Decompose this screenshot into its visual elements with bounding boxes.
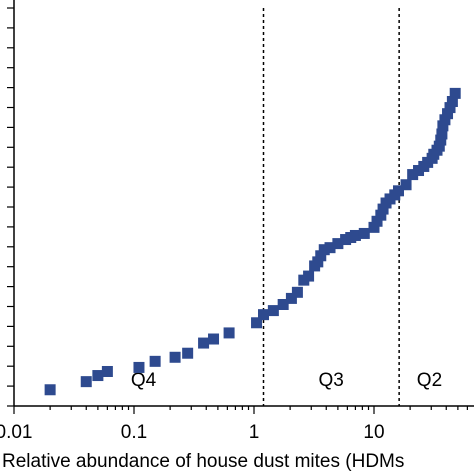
x-tick-label: 0.01 [0,422,32,443]
data-point [198,337,210,349]
x-tick-label: 1 [249,422,260,443]
data-point [375,209,387,221]
data-point [169,351,181,363]
data-point [442,108,454,120]
data-point [303,270,315,282]
data-point [133,361,145,373]
quartile-label: Q2 [417,370,442,391]
data-point [436,128,448,140]
data-point [437,120,449,132]
data-point [449,87,461,99]
data-point [149,355,161,367]
quartile-label: Q4 [131,370,157,391]
data-point [285,292,297,304]
data-point [223,327,235,339]
data-point [392,185,404,197]
x-axis-ticks: 0.01 0.1 1 10 [0,406,468,443]
data-point [358,227,370,239]
data-point [92,370,104,382]
data-point [312,256,324,268]
data-point [324,242,336,254]
data-point [446,96,458,107]
quartile-divider-lines [262,8,400,406]
x-tick-label: 0.1 [121,422,147,443]
x-tick-label: 10 [363,422,384,443]
data-point [407,169,419,181]
data-point [208,333,220,345]
data-point [435,134,447,146]
data-point [439,114,451,126]
data-point [80,376,92,388]
data-point [251,317,263,329]
data-point [101,365,113,377]
data-point [368,221,380,233]
data-point [377,203,389,215]
data-point [349,229,361,241]
data-point [318,244,330,256]
quartile-label: Q3 [319,370,344,391]
data-point [291,286,303,298]
data-point [400,179,412,191]
data-point [444,102,456,114]
data-point [371,215,383,227]
data-point [315,250,327,262]
y-axis-ticks [7,7,14,407]
data-points [44,87,461,396]
data-point [44,384,56,396]
data-point [258,309,270,321]
data-point [277,299,289,310]
quartile-labels: Q4 Q3 Q2 [131,370,442,391]
data-point [267,305,279,317]
data-point [182,347,194,359]
data-point [433,140,445,152]
data-point [332,238,344,250]
x-axis-title: Relative abundance of house dust mites (… [2,451,404,472]
